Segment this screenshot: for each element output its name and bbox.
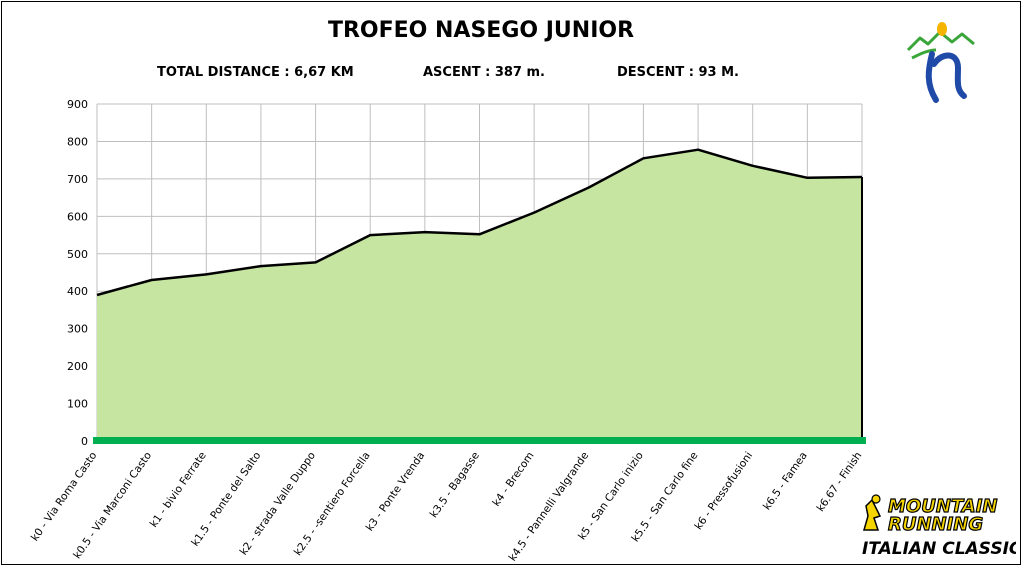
x-tick-label: k3 - Ponte Vrenda (364, 450, 428, 534)
ascent-label: ASCENT : 387 m. (423, 65, 545, 80)
mountain-running-logo-icon: MOUNTAIN RUNNING ITALIAN CLASSIC (862, 494, 1016, 559)
descent-label: DESCENT : 93 M. (617, 65, 739, 80)
y-tick-label: 400 (67, 285, 88, 298)
y-tick-label: 0 (81, 435, 88, 448)
y-tick-label: 800 (67, 135, 88, 148)
chart-title: TROFEO NASEGO JUNIOR (327, 18, 635, 43)
elevation-line (96, 148, 863, 297)
x-tick-label: k4 - Brecom (490, 450, 536, 509)
logo-line-2: RUNNING (888, 514, 983, 535)
y-tick-label: 100 (67, 398, 88, 411)
logo-line-3: ITALIAN CLASSIC (862, 539, 1016, 559)
total-distance-label: TOTAL DISTANCE : 6,67 KM (157, 65, 354, 80)
x-tick-label: k6.5 - Famea (761, 450, 810, 512)
elevation-area (97, 149, 862, 441)
y-tick-label: 600 (67, 210, 88, 223)
logo-line-1: MOUNTAIN (888, 496, 997, 517)
y-tick-label: 500 (67, 248, 88, 261)
x-tick-label: k1 - bivio Ferrate (148, 450, 209, 530)
baseline-bar (93, 437, 866, 444)
y-tick-label: 300 (67, 323, 88, 336)
runner-logo-icon (906, 22, 975, 103)
x-tick-label: k6.67 - Finish (815, 450, 865, 514)
y-tick-label: 200 (67, 360, 88, 373)
x-tick-label: k3.5 - Bagasse (428, 450, 482, 520)
x-tick-label: k6 - Pressofusioni (693, 450, 756, 532)
y-axis-ticks: 0 100 200 300 400 500 600 700 800 900 (67, 98, 88, 448)
y-tick-label: 900 (67, 98, 88, 111)
y-tick-label: 700 (67, 173, 88, 186)
